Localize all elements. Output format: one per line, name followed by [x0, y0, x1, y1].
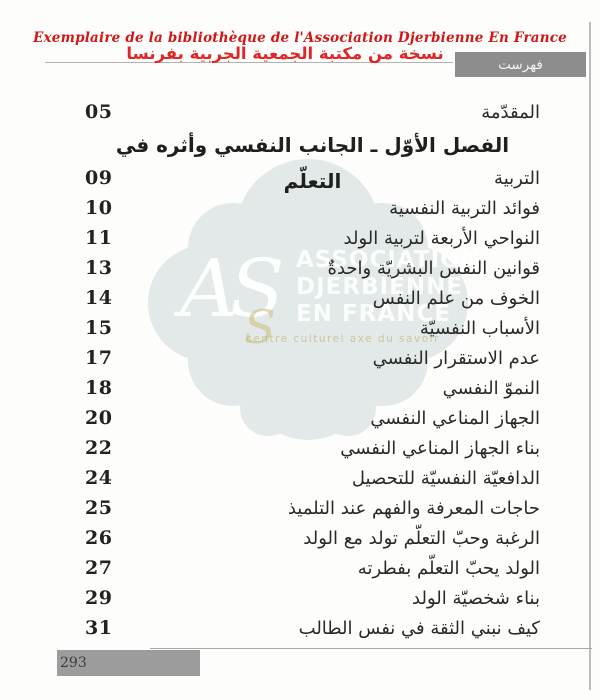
toc-entry-title: حاجات المعرفة والفهم عند التلميذ: [287, 498, 540, 519]
toc-row: 24 الدافعيّة النفسيّة للتحصيل: [85, 463, 540, 493]
toc-entry-title: الخوف من علم النفس: [372, 288, 540, 309]
footer-divider-line: [150, 648, 592, 649]
toc-entry-title: قوانين النفس البشريّة واحدةٌ: [327, 258, 540, 279]
toc-page-number: 31: [85, 617, 113, 639]
index-tab: فهرست: [455, 52, 586, 77]
toc-page-number: 24: [85, 467, 113, 489]
toc-row: 22 بناء الجهاز المناعي النفسي: [85, 433, 540, 463]
toc-entry-title: الولد يحبّ التعلّم بفطرته: [357, 558, 540, 579]
toc-row: 15 الأسباب النفسيّة: [85, 313, 540, 343]
toc-row: 18 النموّ النفسي: [85, 373, 540, 403]
table-of-contents: 05 المقدّمة الفصل الأوّل ـ الجانب النفسي…: [85, 98, 540, 643]
toc-entry-title: كيف نبني الثقة في نفس الطالب: [298, 618, 540, 639]
toc-row: 20 الجهاز المناعي النفسي: [85, 403, 540, 433]
toc-row: 17 عدم الاستقرار النفسي: [85, 343, 540, 373]
toc-entry-title: المقدّمة: [481, 102, 540, 123]
header-divider-line: [45, 62, 453, 63]
toc-page-number: 17: [85, 347, 113, 369]
toc-page-number: 20: [85, 407, 113, 429]
toc-entry-title: فوائد التربية النفسية: [389, 198, 540, 219]
toc-row: 09 التربية: [85, 163, 540, 193]
toc-row: 05 المقدّمة: [85, 98, 540, 127]
toc-entry-title: الأسباب النفسيّة: [419, 318, 540, 339]
toc-page-number: 05: [85, 101, 113, 123]
toc-entry-title: النموّ النفسي: [442, 378, 540, 399]
toc-row: 26 الرغبة وحبّ التعلّم تولد مع الولد: [85, 523, 540, 553]
page-edge-line: [589, 22, 591, 690]
toc-row: 29 بناء شخصيّة الولد: [85, 583, 540, 613]
index-tab-label: فهرست: [498, 56, 543, 73]
library-stamp-french: Exemplaire de la bibliothèque de l'Assoc…: [33, 30, 567, 46]
chapter-heading: الفصل الأوّل ـ الجانب النفسي وأثره في ال…: [115, 133, 510, 193]
toc-entry-title: الرغبة وحبّ التعلّم تولد مع الولد: [303, 528, 540, 549]
toc-entry-title: عدم الاستقرار النفسي: [372, 348, 540, 369]
toc-row: 13 قوانين النفس البشريّة واحدةٌ: [85, 253, 540, 283]
library-stamp-arabic: نسخة من مكتبة الجمعية الجربية بفرنسا: [126, 44, 444, 63]
toc-row: 10 فوائد التربية النفسية: [85, 193, 540, 223]
toc-row: 14 الخوف من علم النفس: [85, 283, 540, 313]
toc-row: 27 الولد يحبّ التعلّم بفطرته: [85, 553, 540, 583]
toc-entry-title: بناء الجهاز المناعي النفسي: [340, 438, 540, 459]
scan-page-number: 293: [60, 655, 87, 671]
toc-entry-title: بناء شخصيّة الولد: [412, 588, 540, 609]
toc-row: 25 حاجات المعرفة والفهم عند التلميذ: [85, 493, 540, 523]
toc-page-number: 29: [85, 587, 113, 609]
scan-page-number-box: 293: [57, 650, 200, 676]
toc-entries: 09 التربية 10 فوائد التربية النفسية 11 ا…: [85, 163, 540, 643]
toc-page-number: 15: [85, 317, 113, 339]
toc-page-number: 13: [85, 257, 113, 279]
toc-page-number: 25: [85, 497, 113, 519]
toc-page-number: 11: [85, 227, 113, 249]
toc-entry-title: الجهاز المناعي النفسي: [370, 408, 540, 429]
toc-page-number: 27: [85, 557, 113, 579]
toc-page-number: 14: [85, 287, 113, 309]
toc-entry-title: التربية: [494, 168, 540, 189]
toc-entry-title: النواحي الأربعة لتربية الولد: [343, 228, 540, 249]
toc-page-number: 26: [85, 527, 113, 549]
toc-page-number: 10: [85, 197, 113, 219]
toc-row: 31 كيف نبني الثقة في نفس الطالب: [85, 613, 540, 643]
toc-page-number: 09: [85, 167, 113, 189]
toc-row: 11 النواحي الأربعة لتربية الولد: [85, 223, 540, 253]
toc-page-number: 22: [85, 437, 113, 459]
toc-page-number: 18: [85, 377, 113, 399]
toc-entry-title: الدافعيّة النفسيّة للتحصيل: [351, 468, 540, 489]
